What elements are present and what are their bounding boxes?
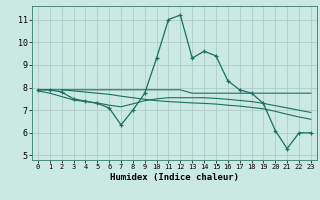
X-axis label: Humidex (Indice chaleur): Humidex (Indice chaleur) xyxy=(110,173,239,182)
